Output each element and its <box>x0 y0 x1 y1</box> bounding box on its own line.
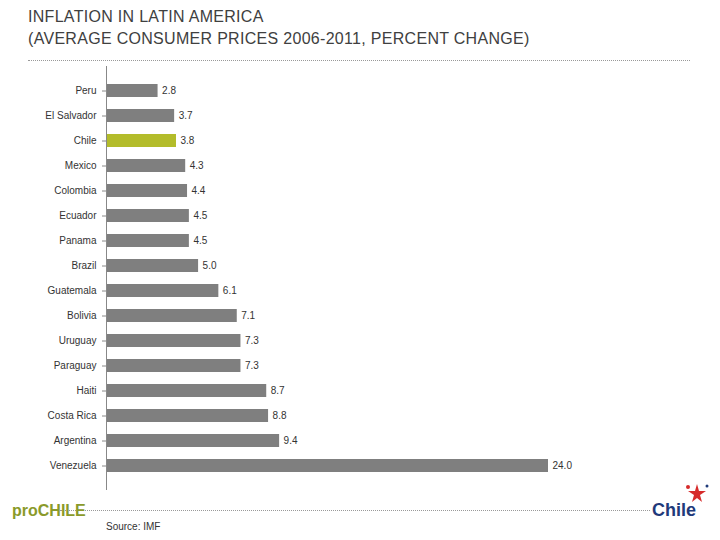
svg-text:7.1: 7.1 <box>241 310 255 321</box>
svg-text:5.0: 5.0 <box>203 260 217 271</box>
html-text:Chile: Chile <box>652 500 696 520</box>
html-text:INFLATION IN LATIN AMERICA: INFLATION IN LATIN AMERICA <box>28 8 264 25</box>
svg-text:3.8: 3.8 <box>180 135 194 146</box>
svg-text:4.5: 4.5 <box>193 235 207 246</box>
svg-text:Venezuela: Venezuela <box>50 460 97 471</box>
svg-text:Chile: Chile <box>74 135 97 146</box>
svg-text:Brazil: Brazil <box>71 260 96 271</box>
svg-text:7.3: 7.3 <box>245 335 259 346</box>
svg-text:Ecuador: Ecuador <box>59 210 97 221</box>
svg-text:Haiti: Haiti <box>76 385 96 396</box>
svg-text:Peru: Peru <box>75 85 96 96</box>
svg-text:Mexico: Mexico <box>65 160 97 171</box>
svg-text:Colombia: Colombia <box>54 185 97 196</box>
html-text:(AVERAGE CONSUMER PRICES 2006-: (AVERAGE CONSUMER PRICES 2006-2011, PERC… <box>28 30 530 47</box>
html-text:Source: IMF: Source: IMF <box>106 521 161 532</box>
svg-text:Bolivia: Bolivia <box>67 310 97 321</box>
html-text:proCHILE: proCHILE <box>12 502 86 519</box>
svg-text:4.4: 4.4 <box>192 185 206 196</box>
svg-text:8.7: 8.7 <box>271 385 285 396</box>
svg-text:Guatemala: Guatemala <box>48 285 97 296</box>
svg-text:2.8: 2.8 <box>162 85 176 96</box>
svg-text:6.1: 6.1 <box>223 285 237 296</box>
svg-text:7.3: 7.3 <box>245 360 259 371</box>
svg-text:24.0: 24.0 <box>553 460 573 471</box>
svg-text:4.3: 4.3 <box>190 160 204 171</box>
svg-text:Argentina: Argentina <box>54 435 97 446</box>
svg-text:Uruguay: Uruguay <box>59 335 97 346</box>
svg-text:8.8: 8.8 <box>273 410 287 421</box>
svg-text:Costa Rica: Costa Rica <box>48 410 97 421</box>
svg-text:El Salvador: El Salvador <box>45 110 97 121</box>
svg-text:9.4: 9.4 <box>284 435 298 446</box>
svg-text:Panama: Panama <box>59 235 97 246</box>
svg-text:4.5: 4.5 <box>193 210 207 221</box>
svg-text:3.7: 3.7 <box>179 110 193 121</box>
svg-text:Paraguay: Paraguay <box>54 360 97 371</box>
